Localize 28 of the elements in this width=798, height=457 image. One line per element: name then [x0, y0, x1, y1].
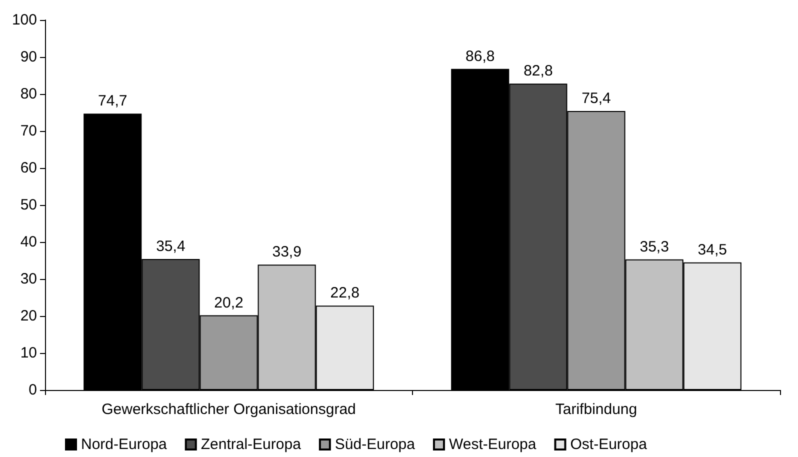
data-label: 86,8: [466, 48, 495, 65]
data-label: 82,8: [524, 62, 553, 80]
y-tick-label: 90: [20, 48, 37, 66]
legend-label: Zentral-Europa: [200, 436, 302, 453]
y-tick-label: 80: [20, 86, 37, 102]
data-label: 33,9: [272, 244, 302, 261]
y-tick-label: 50: [20, 196, 37, 214]
y-tick-label: 10: [20, 344, 37, 362]
y-tick-label: 0: [28, 382, 37, 398]
y-tick-label: 20: [20, 308, 37, 324]
y-tick-label: 100: [12, 12, 37, 28]
data-label: 35,4: [156, 238, 186, 256]
data-label: 34,5: [698, 241, 727, 258]
legend-label: Ost-Europa: [570, 436, 648, 453]
data-label: 20,2: [214, 294, 244, 312]
y-tick-label: 40: [20, 234, 37, 250]
y-tick-label: 60: [20, 160, 37, 176]
legend-label: Süd-Europa: [334, 436, 416, 453]
data-label: 35,3: [640, 238, 669, 256]
data-label: 75,4: [582, 90, 611, 108]
y-tick-label: 30: [20, 270, 37, 288]
legend-label: West-Europa: [448, 436, 537, 453]
x-tick-label: Tarifbindung: [555, 401, 638, 418]
data-label: 22,8: [330, 284, 360, 302]
legend-label: Nord-Europa: [81, 436, 168, 453]
x-tick-label: Gewerkschaftlicher Organisationsgrad: [102, 401, 356, 418]
data-label: 74,7: [98, 92, 128, 110]
y-tick-label: 70: [20, 122, 37, 140]
